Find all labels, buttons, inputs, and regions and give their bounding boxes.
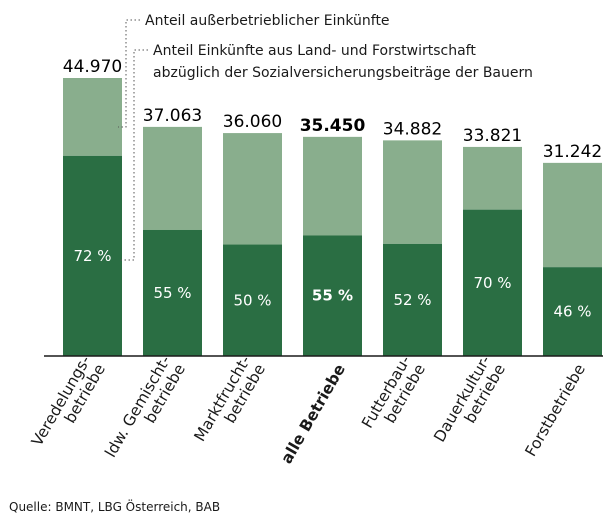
bar-segment-agri-income [303,235,362,356]
share-percent-label: 46 % [553,303,591,321]
category-label: Futterbau-betriebe [358,353,429,440]
bar-segment-outside-income [543,162,602,268]
bar-segment-outside-income [303,136,362,236]
legend-agri-income-text: Anteil Einkünfte aus Land- und Forstwirt… [153,43,533,81]
bar-segment-agri-income [223,244,282,356]
total-value-label: 36.060 [223,112,282,132]
total-value-label: 31.242 [543,142,602,162]
share-percent-label: 55 % [153,284,191,302]
category-label: ldw. Gemischt-betriebe [101,353,188,469]
category-label: Dauerkultur-betriebe [430,353,509,454]
share-percent-label: 72 % [73,247,111,265]
total-labels-group: 44.970 37.063 36.060 35.450 34.882 33.821 31.2… [63,57,602,162]
bar-segment-outside-income [143,126,202,230]
category-label: alle Betriebe [277,361,348,467]
total-value-label: 34.882 [383,119,442,139]
total-value-label: 35.450 [300,116,366,136]
source-note: Quelle: BMNT, LBG Österreich, BAB [9,500,221,514]
bar-segment-agri-income [383,243,442,356]
bar-segment-agri-income [463,209,522,356]
category-label-line: alle Betriebe [277,361,348,467]
bar-segment-agri-income [143,229,202,356]
legend-leader-lines [118,19,148,261]
bar-segment-outside-income [463,146,522,210]
total-value-label: 37.063 [143,106,202,126]
share-percent-label: 70 % [473,274,511,292]
share-percent-label: 52 % [393,291,431,309]
total-value-label: 44.970 [63,57,122,77]
bar-segment-agri-income [543,267,602,356]
legend-agri-income-line-2: abzüglich der Sozialversicherungsbeiträg… [153,65,533,81]
share-percent-label: 50 % [233,291,271,309]
category-label: Marktfrucht-betriebe [191,353,269,454]
bar-segment-outside-income [383,140,442,244]
bars-group [63,78,602,356]
total-value-label: 33.821 [463,126,522,146]
legend-outside-income-line-1: Anteil außerbetrieblicher Einkünfte [145,13,390,29]
legend: Anteil außerbetrieblicher Einkünfte Ante… [118,13,533,261]
category-label: Forstbetriebe [522,361,589,460]
legend-outside-income-text: Anteil außerbetrieblicher Einkünfte [145,13,390,29]
bar-segment-outside-income [63,78,122,156]
percent-labels-group: 72 % 55 % 50 % 55 % 52 % 70 % 46 % [73,247,591,321]
legend-agri-income-line-1: Anteil Einkünfte aus Land- und Forstwirt… [153,43,476,59]
share-percent-label: 55 % [312,287,353,305]
bar-segment-outside-income [223,133,282,245]
category-label: Veredelungs-betriebe [28,353,109,458]
bar-segment-agri-income [63,155,122,356]
category-label-line: Forstbetriebe [522,361,589,460]
